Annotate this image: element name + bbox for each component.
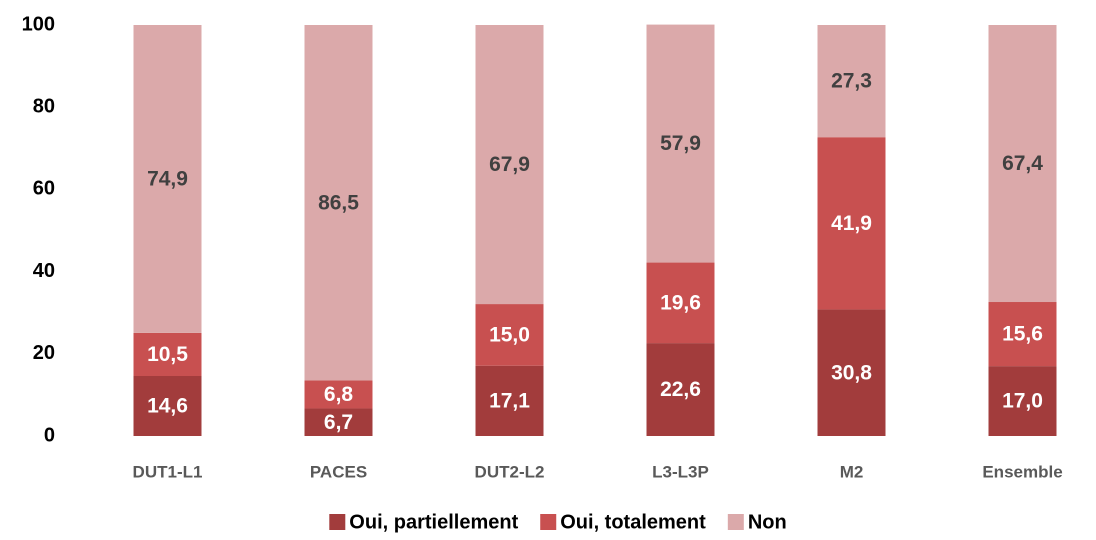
value-label: 74,9 (147, 167, 188, 190)
bar-segment (304, 380, 373, 409)
bar-segment (646, 262, 715, 344)
legend: Oui, partiellement Oui, totalement Non (329, 511, 787, 533)
x-tick-label: L3-L3P (652, 462, 709, 481)
bar-segment (133, 375, 202, 436)
value-label: 67,9 (489, 153, 530, 176)
value-label: 6,8 (324, 383, 354, 406)
value-label: 6,7 (324, 411, 353, 434)
y-tick-label: 0 (44, 424, 55, 446)
bar-segment (133, 25, 202, 333)
y-tick-label: 80 (33, 95, 55, 117)
x-tick-label: Ensemble (982, 462, 1062, 481)
bar-segment (988, 366, 1057, 436)
bar-segment (817, 25, 886, 138)
legend-swatch (727, 514, 744, 530)
y-tick-label: 40 (33, 260, 55, 282)
value-label: 14,6 (147, 395, 188, 418)
x-tick-label: DUT1-L1 (133, 462, 203, 481)
bar-segment (988, 25, 1057, 303)
y-tick-label: 100 (22, 13, 55, 35)
legend-swatch (540, 514, 557, 530)
bar-segment (817, 137, 886, 310)
bar-segment (988, 302, 1057, 367)
bar-segment (304, 25, 373, 381)
x-tick-label: PACES (310, 462, 367, 481)
x-tick-label: DUT2-L2 (475, 462, 545, 481)
bar-segment (475, 25, 544, 305)
legend-label: Non (748, 511, 787, 533)
bar-segment (646, 24, 715, 263)
legend-label: Oui, partiellement (349, 511, 518, 533)
value-label: 15,0 (489, 323, 530, 346)
value-label: 57,9 (660, 132, 701, 155)
value-label: 10,5 (147, 343, 188, 366)
y-tick-label: 60 (33, 178, 55, 200)
bar-segment (817, 309, 886, 436)
value-label: 19,6 (660, 291, 701, 314)
value-label: 27,3 (831, 70, 872, 93)
legend-label: Oui, totalement (560, 511, 706, 533)
value-label: 30,8 (831, 361, 872, 384)
legend-swatch (329, 514, 346, 530)
y-tick-label: 20 (33, 342, 55, 364)
bar-segment (475, 365, 544, 436)
bar-segment (304, 408, 373, 436)
value-label: 17,1 (489, 389, 530, 412)
bar-segment (646, 343, 715, 436)
bar-segment (475, 304, 544, 366)
x-tick-label: M2 (840, 462, 864, 481)
value-label: 67,4 (1002, 152, 1043, 175)
value-label: 15,6 (1002, 323, 1043, 346)
value-label: 41,9 (831, 212, 872, 235)
value-label: 22,6 (660, 378, 701, 401)
value-label: 86,5 (318, 191, 359, 214)
bar-segment (133, 332, 202, 376)
value-label: 17,0 (1002, 390, 1043, 413)
